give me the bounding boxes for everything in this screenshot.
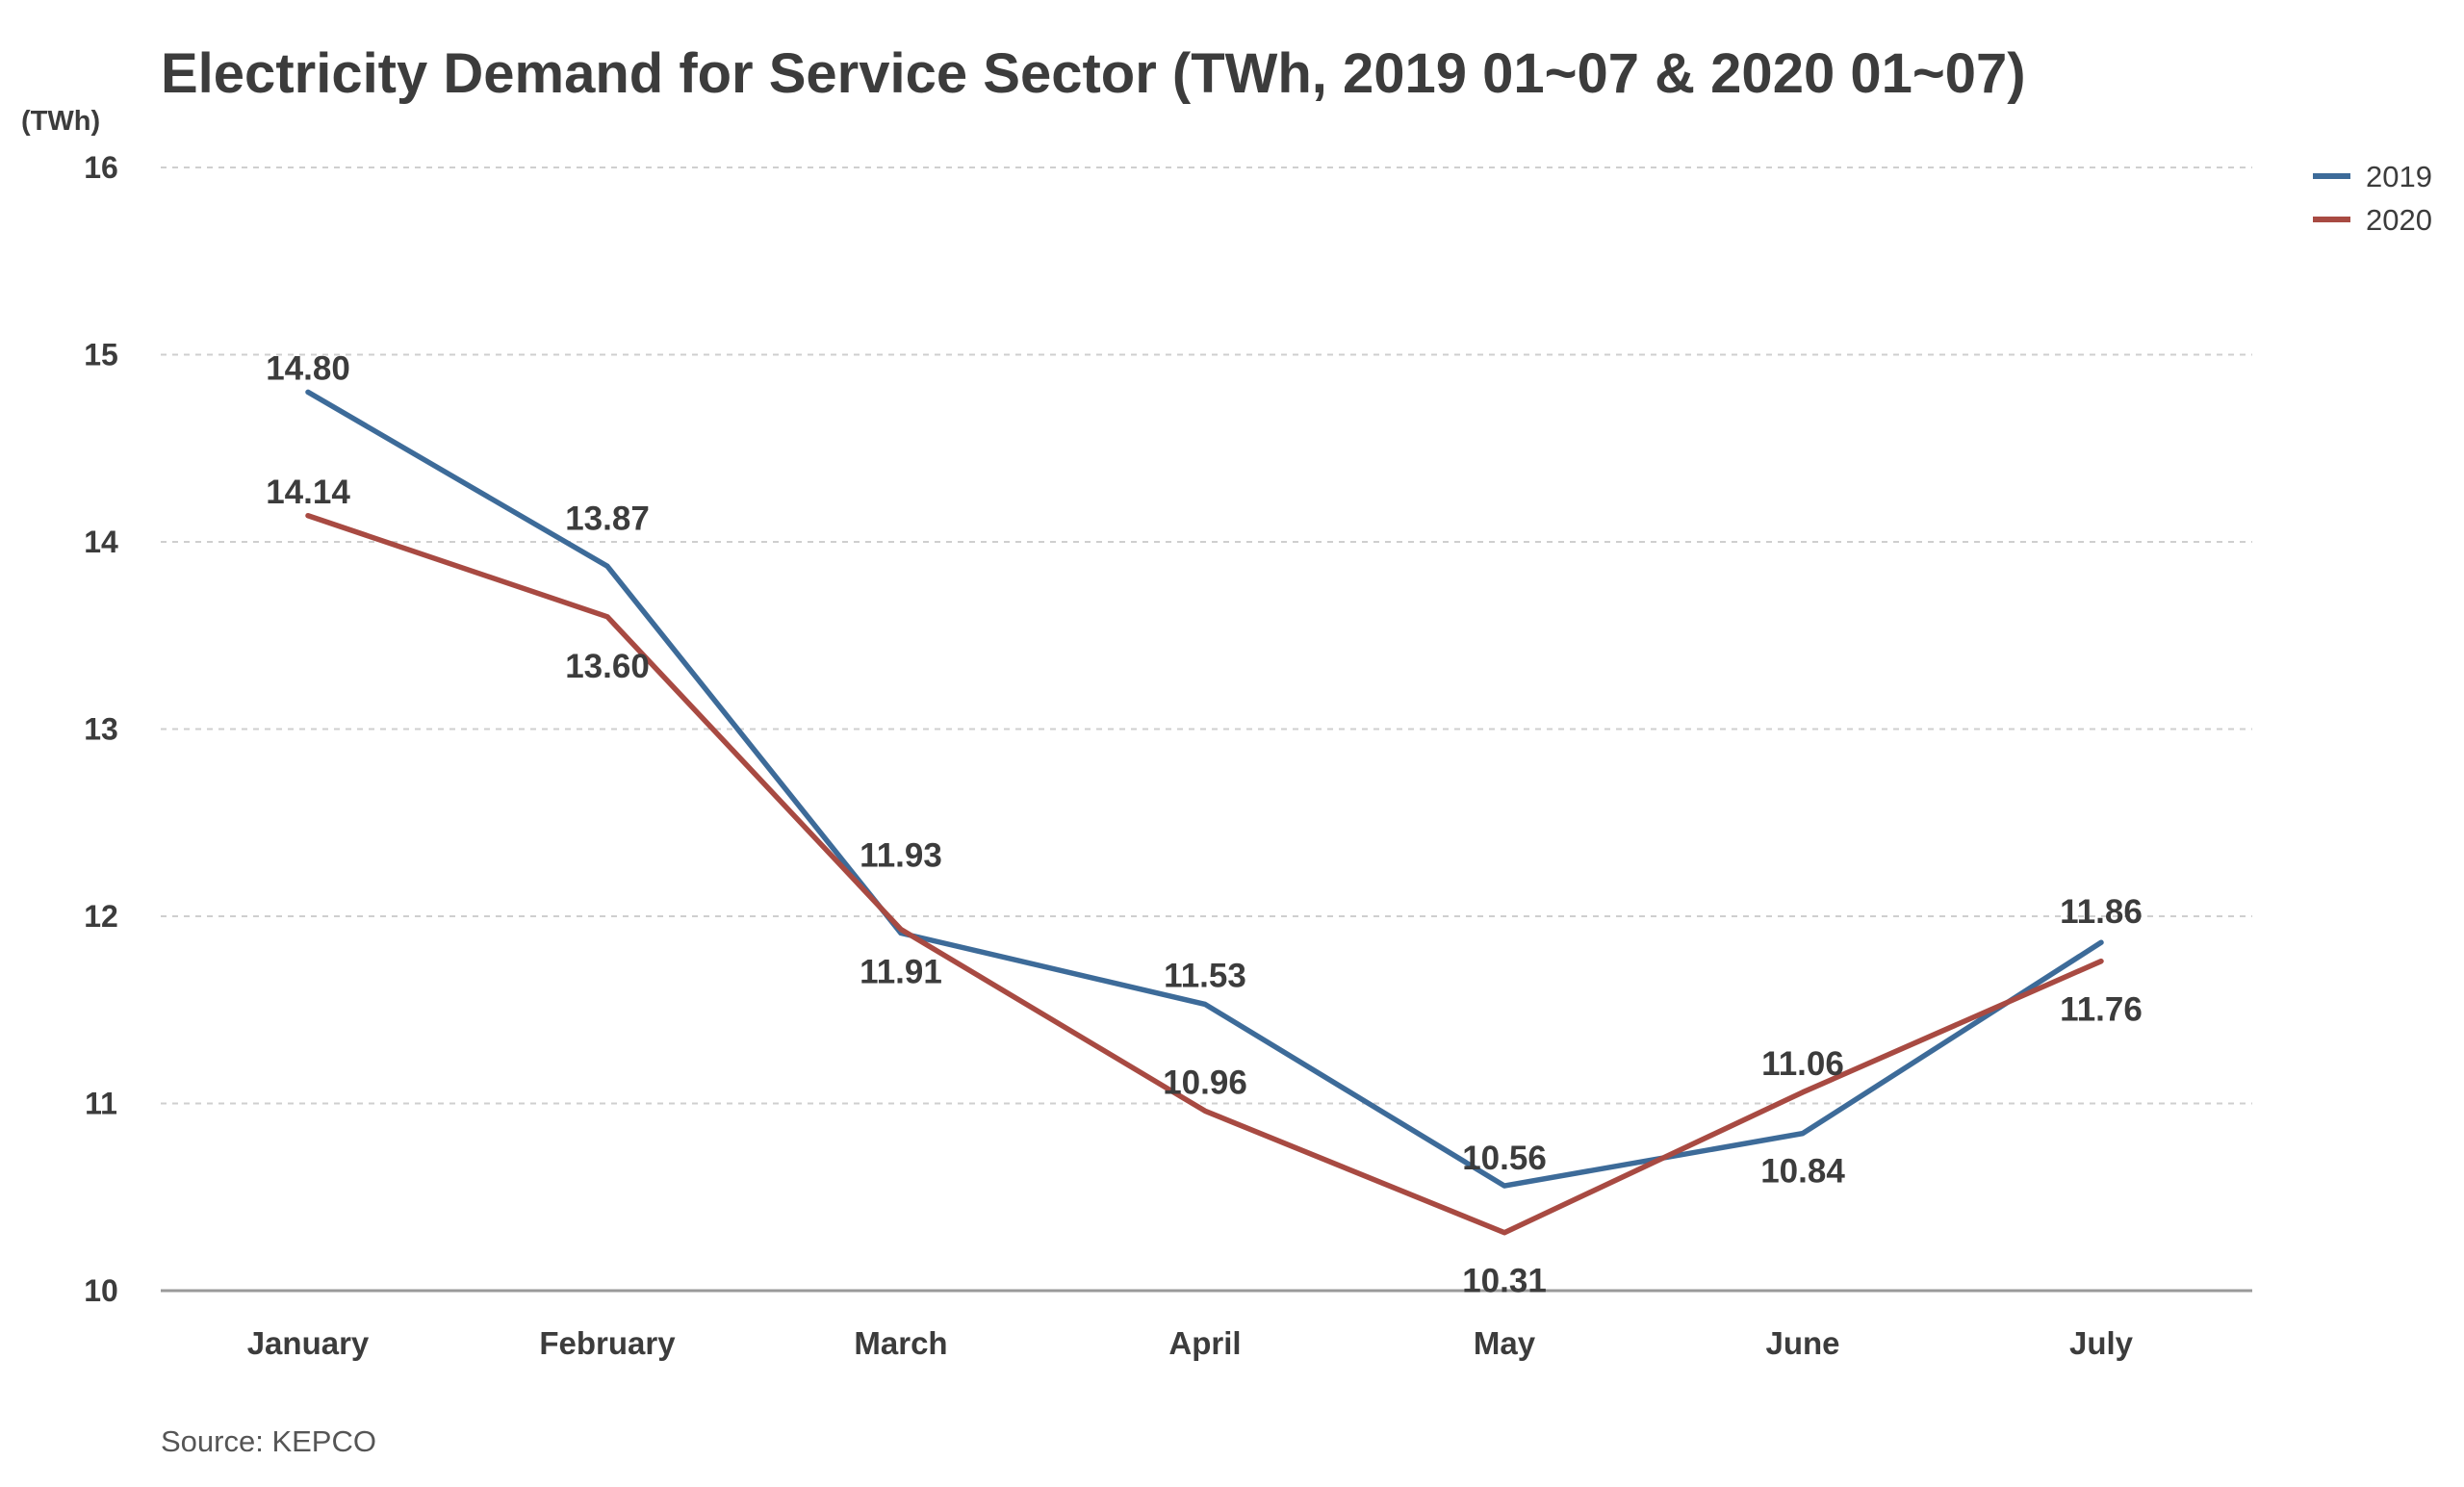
gridlines (161, 167, 2252, 1105)
series-lines (305, 389, 2104, 1236)
data-label: 11.86 (2060, 893, 2143, 931)
data-label: 11.93 (860, 837, 942, 875)
legend-label: 2020 (2366, 203, 2432, 237)
data-label: 11.06 (1761, 1045, 1844, 1083)
series-line-2020 (305, 513, 2104, 1236)
data-labels: 14.80 13.87 11.91 11.53 10.56 10.84 11.86 14.14… (266, 349, 2143, 1299)
data-label: 13.60 (565, 648, 650, 685)
x-tick-label: April (1168, 1325, 1241, 1361)
x-tick-label: July (2069, 1325, 2134, 1361)
data-label: 11.91 (860, 954, 942, 991)
y-tick-label: 10 (84, 1273, 118, 1308)
y-tick-label: 14 (84, 525, 118, 559)
y-tick-label: 13 (84, 712, 118, 747)
data-label: 11.53 (1164, 957, 1246, 994)
y-tick-label: 12 (84, 899, 118, 934)
y-tick-label: 16 (84, 150, 118, 185)
data-label: 10.31 (1462, 1263, 1547, 1300)
x-axis-ticks: January February March April May June July (247, 1325, 2134, 1361)
data-label: 11.76 (2060, 991, 2143, 1029)
source-note: Source: KEPCO (161, 1424, 376, 1458)
legend: 2019 2020 (2313, 160, 2432, 237)
y-tick-label: 11 (85, 1087, 117, 1121)
data-label: 13.87 (565, 500, 650, 537)
data-label: 10.84 (1760, 1153, 1845, 1191)
y-tick-label: 15 (84, 338, 118, 372)
data-label: 10.56 (1462, 1140, 1547, 1177)
y-axis-ticks: 10 11 12 13 14 15 16 (84, 150, 118, 1308)
data-label: 10.96 (1163, 1064, 1247, 1101)
x-tick-label: May (1474, 1325, 1536, 1361)
data-label: 14.14 (266, 474, 350, 511)
x-tick-label: February (539, 1325, 676, 1361)
legend-label: 2019 (2366, 160, 2432, 193)
series-line-2019 (305, 389, 2104, 1189)
chart-title: Electricity Demand for Service Sector (T… (161, 42, 2026, 105)
x-tick-label: January (247, 1325, 370, 1361)
data-label: 14.80 (266, 349, 350, 387)
x-tick-label: June (1765, 1325, 1839, 1361)
x-tick-label: March (854, 1325, 947, 1361)
y-axis-unit: (TWh) (21, 106, 100, 137)
